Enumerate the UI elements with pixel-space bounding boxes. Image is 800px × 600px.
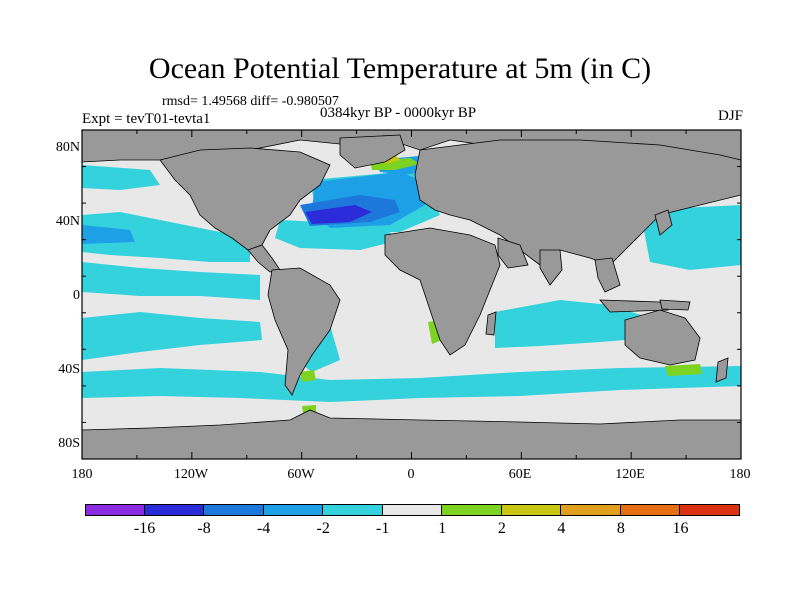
- colorbar-swatch: [144, 504, 205, 516]
- season-label: DJF: [717, 108, 743, 124]
- colorbar-swatch: [680, 504, 740, 516]
- period-label: 0384kyr BP - 0000kyr BP: [320, 105, 477, 121]
- colorbar-swatch: [442, 504, 502, 516]
- land-greenland: [339, 134, 406, 169]
- anomaly-band-north-pacific: [82, 212, 250, 262]
- colorbar-swatch: [501, 504, 562, 516]
- colorbar-swatch: [85, 504, 145, 516]
- axis-ticks: [81, 129, 742, 460]
- experiment-label: Expt = tevT01-tevta1: [82, 111, 211, 127]
- lon-tick-120e: 120E: [615, 467, 645, 482]
- anomaly-warm-patagonia: [300, 370, 316, 382]
- colorbar-label: 4: [557, 520, 566, 537]
- lon-tick-60e: 60E: [508, 467, 532, 482]
- lat-tick-80n: 80N: [55, 140, 80, 155]
- land-africa: [384, 227, 501, 356]
- colorbar-label: -1: [376, 520, 390, 537]
- chart-title: Ocean Potential Temperature at 5m (in C): [148, 52, 652, 85]
- land-indonesia: [599, 299, 669, 313]
- land-north-america: [159, 147, 331, 251]
- colorbar-label: 8: [616, 520, 625, 537]
- lon-tick-120w: 120W: [173, 467, 209, 482]
- land-india: [539, 249, 563, 286]
- land-arabia: [497, 237, 529, 269]
- land-madagascar: [485, 311, 497, 336]
- colorbar-swatch: [263, 504, 324, 516]
- colorbar-label: 2: [497, 520, 506, 537]
- land-new-guinea: [659, 299, 691, 311]
- stats-line: rmsd= 1.49568 diff= -0.980507: [162, 94, 339, 109]
- land-antarctica: [82, 409, 741, 459]
- colorbar-label: -8: [197, 520, 211, 537]
- lat-tick-40s: 40S: [58, 362, 80, 377]
- land-southeast-asia: [594, 257, 621, 293]
- anomaly-fields: [82, 154, 741, 413]
- land-masses: [82, 130, 741, 459]
- colorbar-label: 16: [672, 520, 689, 537]
- anomaly-band-south-pacific: [82, 312, 262, 360]
- colorbar-swatch: [382, 504, 443, 516]
- colorbar-swatch: [561, 504, 621, 516]
- lat-tick-40n: 40N: [55, 214, 80, 229]
- land-australia: [624, 309, 701, 366]
- lon-tick-180w: 180: [71, 467, 93, 482]
- colorbar-label: -16: [133, 520, 156, 537]
- colorbar-label: -4: [256, 520, 271, 537]
- anomaly-deep-gulf-stream: [305, 205, 372, 224]
- lat-tick-0: 0: [73, 288, 80, 303]
- anomaly-warm-tasman: [665, 364, 702, 376]
- land-japan: [654, 209, 673, 236]
- land-new-zealand: [715, 357, 729, 383]
- anomaly-mid-north-pacific: [82, 225, 135, 244]
- anomaly-band-equatorial-pacific: [82, 262, 260, 300]
- lon-tick-0: 0: [407, 467, 415, 482]
- colorbar-swatch: [323, 504, 383, 516]
- anomaly-band-arctic: [82, 165, 160, 190]
- colorbar-label: 1: [438, 520, 447, 537]
- colorbar: [85, 504, 740, 516]
- colorbar-label: -2: [316, 520, 330, 537]
- lat-tick-80s: 80S: [58, 436, 80, 451]
- land-south-america: [267, 267, 341, 396]
- colorbar-swatch: [620, 504, 681, 516]
- anomaly-band-southern-ocean: [82, 366, 741, 402]
- colorbar-swatch: [204, 504, 264, 516]
- lon-tick-60w: 60W: [287, 467, 315, 482]
- lon-tick-180e: 180: [729, 467, 751, 482]
